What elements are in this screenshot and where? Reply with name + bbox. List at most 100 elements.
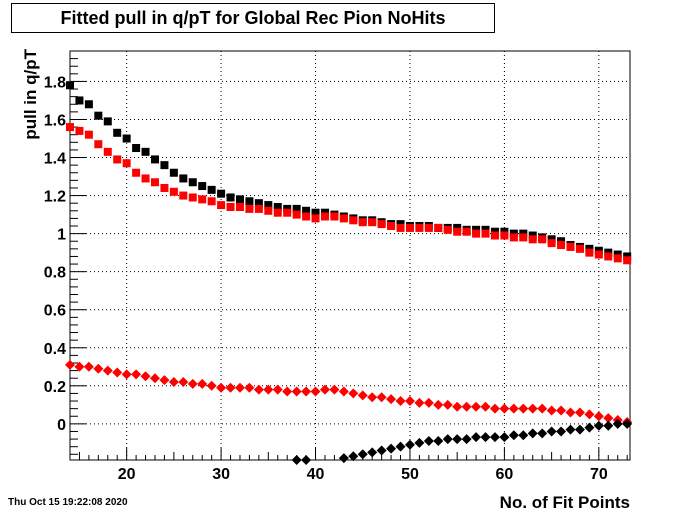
diamond-marker (225, 382, 236, 393)
diamond-marker (489, 403, 500, 414)
diamond-marker (593, 411, 604, 422)
square-marker (179, 174, 188, 183)
diamond-marker (461, 434, 472, 445)
x-tick-label: 70 (590, 466, 608, 483)
y-tick-label: 0.4 (44, 341, 66, 358)
square-marker (273, 202, 282, 211)
square-marker (179, 191, 188, 200)
square-marker (254, 199, 263, 208)
square-marker (302, 206, 311, 215)
square-marker (207, 197, 216, 206)
diamond-marker (404, 439, 415, 450)
square-marker (330, 212, 339, 221)
diamond-marker (319, 384, 330, 395)
diamond-marker (414, 437, 425, 448)
diamond-marker (367, 392, 378, 403)
diamond-marker (404, 396, 415, 407)
diamond-marker (348, 451, 359, 462)
diamond-marker (140, 371, 151, 382)
x-tick-label: 50 (401, 466, 419, 483)
square-marker (160, 161, 169, 170)
square-marker (122, 159, 131, 168)
square-marker (188, 178, 197, 187)
square-marker (66, 123, 74, 132)
square-marker (311, 208, 320, 217)
square-marker (84, 100, 93, 109)
square-marker (75, 96, 84, 105)
y-tick-label: 0.8 (44, 265, 66, 282)
diamond-marker (433, 435, 444, 446)
square-marker (320, 212, 329, 221)
series-4 (291, 418, 633, 465)
square-marker (490, 231, 499, 240)
square-marker (396, 223, 405, 232)
diamond-marker (234, 382, 245, 393)
square-marker (75, 126, 84, 135)
square-marker (604, 252, 613, 261)
diamond-marker (112, 367, 123, 378)
diamond-marker (442, 434, 453, 445)
diamond-marker (159, 375, 170, 386)
square-marker (84, 130, 93, 139)
square-marker (217, 189, 226, 198)
y-tick-label: 1.2 (44, 189, 66, 206)
y-tick-label: 0 (57, 417, 66, 434)
diamond-marker (565, 424, 576, 435)
square-marker (538, 235, 547, 244)
square-marker (132, 168, 141, 177)
diamond-marker (216, 382, 227, 393)
data-marks (65, 81, 633, 465)
diamond-marker (102, 365, 113, 376)
diamond-marker (272, 384, 283, 395)
square-marker (226, 202, 235, 211)
diamond-marker (414, 397, 425, 408)
diamond-marker (423, 435, 434, 446)
square-marker (198, 182, 207, 191)
diamond-marker (471, 401, 482, 412)
series-3 (65, 359, 633, 427)
diamond-marker (518, 430, 529, 441)
y-tick-label: 0.2 (44, 379, 66, 396)
diamond-marker (461, 401, 472, 412)
diamond-marker (131, 369, 142, 380)
diamond-marker (357, 390, 368, 401)
diamond-marker (65, 359, 75, 370)
diamond-marker (301, 386, 312, 397)
square-marker (566, 242, 575, 251)
diamond-marker (480, 432, 491, 443)
square-marker (443, 225, 452, 234)
diamond-marker (556, 426, 567, 437)
square-marker (198, 195, 207, 204)
square-marker (207, 185, 216, 194)
diamond-marker (291, 455, 302, 465)
square-marker (557, 241, 566, 250)
square-marker (235, 202, 244, 211)
diamond-marker (499, 403, 510, 414)
square-marker (141, 147, 150, 156)
diamond-marker (574, 424, 585, 435)
square-marker (481, 229, 490, 238)
square-marker (434, 223, 443, 232)
diamond-marker (376, 392, 387, 403)
square-marker (377, 220, 386, 229)
square-marker (245, 204, 254, 213)
diamond-marker (452, 434, 463, 445)
diamond-marker (537, 403, 548, 414)
plot-frame (69, 50, 631, 461)
square-marker (113, 155, 122, 164)
square-marker (387, 222, 396, 231)
series-2 (66, 123, 632, 265)
diamond-marker (121, 369, 132, 380)
diamond-marker (329, 384, 340, 395)
diamond-marker (357, 449, 368, 460)
diamond-marker (499, 432, 510, 443)
square-marker (613, 254, 622, 263)
square-marker (264, 201, 273, 210)
square-marker (160, 183, 169, 192)
x-tick-label: 60 (496, 466, 514, 483)
diamond-marker (508, 403, 519, 414)
diamond-marker (546, 405, 557, 416)
square-marker (302, 212, 311, 221)
square-marker (94, 140, 103, 149)
square-marker (368, 218, 377, 227)
